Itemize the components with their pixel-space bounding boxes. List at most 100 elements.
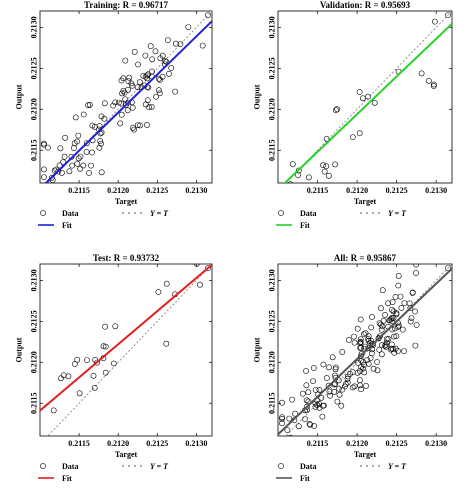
data-point [389, 318, 395, 324]
data-point [349, 134, 356, 140]
data-point [94, 359, 100, 366]
x-tick-label: 0.2120 [346, 186, 368, 195]
data-point [401, 348, 407, 354]
x-axis-label: Target [354, 450, 377, 459]
data-point [357, 345, 364, 351]
data-point [399, 326, 406, 333]
data-point [418, 70, 425, 77]
data-point [374, 367, 381, 374]
legend-data-label: Data [300, 462, 316, 471]
data-point [336, 391, 343, 398]
data-point [96, 123, 103, 129]
y-axis-label: Output [253, 84, 262, 109]
data-point [319, 402, 326, 409]
data-point [135, 61, 141, 68]
data-point [120, 75, 127, 82]
y-tick-label: 0.2115 [268, 392, 277, 414]
legend-data-label: Data [62, 462, 78, 471]
data-point [155, 75, 162, 82]
data-point [284, 427, 291, 433]
data-point [279, 415, 285, 422]
x-tick-label: 0.2130 [185, 186, 207, 195]
legend: Data Fit Y = T [276, 209, 407, 230]
data-point [131, 48, 138, 55]
x-tick-label: 0.2130 [185, 439, 207, 448]
panel-validation: Validation: R = 0.95693 0.2115 0.2120 0.212… [253, 0, 453, 230]
legend-identity-label: Y = T [388, 209, 407, 218]
data-point [357, 336, 364, 343]
data-point [320, 162, 326, 169]
data-point [430, 83, 437, 89]
data-point [335, 385, 342, 392]
data-point [41, 199, 46, 204]
data-point [41, 141, 47, 148]
data-point [378, 342, 385, 349]
panel-title: Training: R = 0.96717 [84, 0, 168, 10]
data-point [85, 102, 92, 109]
data-point [125, 78, 132, 84]
data-point [166, 70, 172, 77]
data-point [357, 382, 363, 389]
data-point [358, 386, 364, 393]
data-point [86, 170, 92, 176]
data-point [305, 174, 312, 181]
data-point [155, 87, 162, 94]
data-point [96, 144, 103, 151]
data-point [359, 95, 366, 102]
data-point [344, 375, 351, 382]
data-point [147, 43, 154, 50]
data-point [57, 145, 64, 152]
legend-identity-label: Y = T [150, 462, 169, 471]
data-point [287, 181, 294, 183]
data-point [388, 346, 394, 353]
data-point [185, 24, 192, 30]
fit-line [40, 264, 212, 412]
data-point [155, 289, 162, 295]
data-point [118, 111, 125, 118]
x-tick-label: 0.2120 [346, 439, 368, 448]
data-point [119, 90, 125, 97]
data-point [358, 350, 365, 357]
data-point [395, 272, 402, 279]
data-point [412, 308, 418, 315]
y-tick-label: 0.2115 [30, 139, 39, 161]
data-point [134, 84, 141, 91]
data-point [77, 165, 84, 172]
data-point [140, 72, 147, 79]
data-point [75, 155, 82, 162]
data-point [388, 315, 395, 321]
data-point [305, 389, 312, 396]
data-point [310, 378, 316, 384]
data-point [97, 138, 104, 144]
data-point [408, 315, 415, 321]
y-tick-label: 0.2120 [268, 98, 277, 120]
y-tick-label: 0.2120 [268, 351, 277, 373]
data-point [142, 101, 149, 108]
data-point [445, 12, 451, 18]
data-point [122, 96, 129, 103]
data-point [148, 103, 155, 110]
data-point [117, 120, 124, 127]
data-point [279, 437, 284, 442]
data-point [332, 366, 339, 373]
data-point [65, 373, 72, 380]
data-point [142, 73, 149, 80]
data-point [323, 135, 330, 142]
data-point [102, 369, 109, 376]
identity-line [285, 264, 452, 436]
legend-data-marker [278, 210, 284, 216]
data-point [112, 99, 119, 106]
data-point [55, 168, 62, 175]
data-point [124, 107, 131, 114]
x-tick-label: 0.2115 [68, 439, 90, 448]
data-point [376, 346, 383, 353]
data-point [130, 124, 136, 131]
x-axis-label: Target [115, 450, 138, 459]
data-point [205, 265, 211, 271]
data-point [98, 113, 105, 120]
legend-data-label: Data [300, 209, 316, 218]
data-point [406, 300, 413, 307]
data-point [163, 280, 170, 287]
data-point [361, 369, 368, 376]
data-point [379, 287, 386, 294]
